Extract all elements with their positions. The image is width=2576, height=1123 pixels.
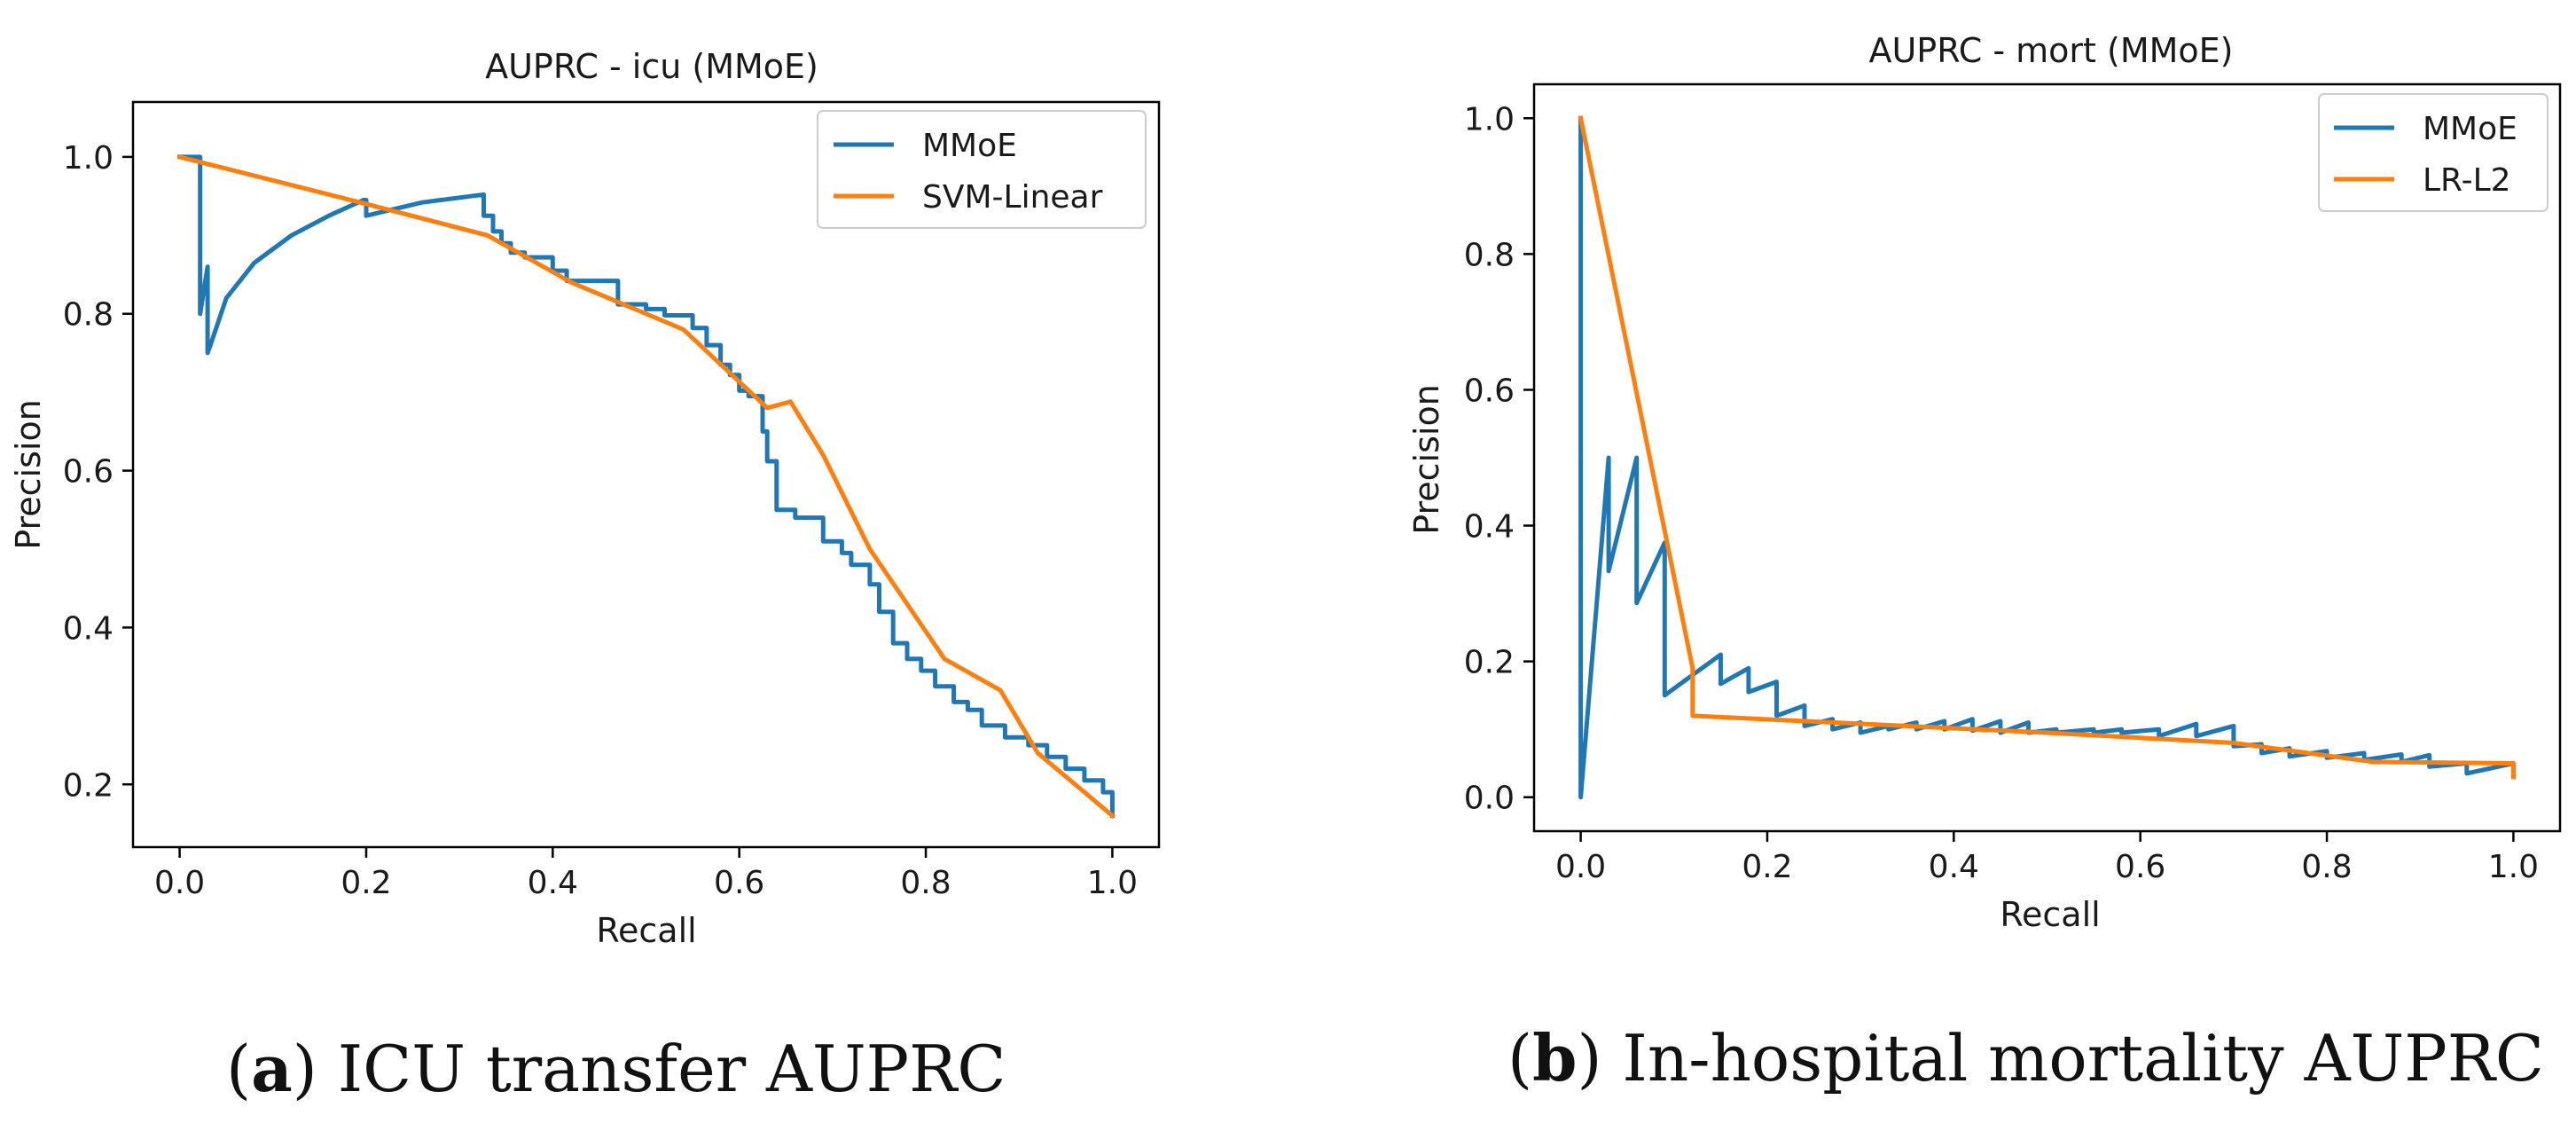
chart-mort-title: AUPRC - mort (MMoE) [1869,31,2234,70]
series-line-lr-l2 [1578,115,2516,780]
series-line-mmoe [1578,115,2516,800]
series-line-svm-linear [176,153,1116,820]
chart-mort-legend: MMoE LR-L2 [2318,93,2549,212]
caption-b: (b) In-hospital mortality AUPRC [1507,1020,2544,1096]
legend-label-lr-l2: LR-L2 [2423,162,2511,199]
chart-icu-title: AUPRC - icu (MMoE) [485,47,818,86]
y-tick-label: 1.0 [1464,101,1515,137]
series-line-mmoe [177,154,1115,819]
chart-icu-series-layer [176,153,1116,820]
y-tick-label: 1.0 [63,140,114,177]
chart-icu-legend: MMoE SVM-Linear [817,110,1147,229]
y-tick-label: 0.2 [1464,645,1515,681]
legend-label-mmoe: MMoE [922,128,1017,164]
x-tick-label: 1.0 [1087,865,1138,901]
x-tick-label: 0.4 [1929,849,1979,885]
chart-icu-plot-frame [131,100,1161,849]
x-tick-label: 0.0 [1555,849,1606,885]
x-tick-label: 0.2 [341,865,391,901]
x-tick-label: 0.0 [154,865,205,901]
x-tick-label: 1.0 [2488,849,2539,885]
chart-icu-ylabel: Precision [9,399,48,550]
x-tick-label: 0.6 [714,865,764,901]
x-tick-label: 0.8 [900,865,951,901]
chart-mort-series-layer [1578,115,2516,800]
chart-icu: AUPRC - icu (MMoE) 0.0 0.2 0.4 0.6 0.8 1.0 0.2… [9,47,1161,950]
x-tick-label: 0.2 [1742,849,1792,885]
legend-label-svm-linear: SVM-Linear [922,179,1103,216]
caption-b-letter: b [1532,1020,1578,1096]
legend-label-mmoe: MMoE [2423,111,2517,147]
y-tick-label: 0.2 [63,767,114,804]
chart-mort-plot-frame [1532,82,2562,833]
y-tick-label: 0.8 [63,297,114,334]
caption-b-text: In-hospital mortality AUPRC [1622,1021,2544,1096]
y-tick-label: 0.6 [63,454,114,491]
legend-frame [817,110,1147,229]
y-tick-label: 0.6 [1464,373,1515,409]
y-tick-label: 0.8 [1464,237,1515,273]
y-tick-label: 0.4 [1464,509,1515,546]
y-tick-label: 0.4 [63,610,114,647]
chart-mort-ticks: 0.0 0.2 0.4 0.6 0.8 1.0 0.0 0.2 0.4 0.6 0.8 1.0 [1464,101,2539,885]
chart-mort-xlabel: Recall [2000,895,2100,934]
x-tick-label: 0.6 [2115,849,2165,885]
chart-icu-xlabel: Recall [596,911,696,950]
chart-icu-ticks: 0.0 0.2 0.4 0.6 0.8 1.0 0.2 0.4 0.6 0.8 1.0 [63,140,1138,901]
legend-frame [2318,93,2549,212]
chart-mort-ylabel: Precision [1407,384,1446,535]
caption-a-letter: a [251,1031,293,1106]
chart-mort: AUPRC - mort (MMoE) 0.0 0.2 0.4 0.6 0.8 1.00.… [1407,31,2562,934]
x-tick-label: 0.8 [2301,849,2352,885]
caption-a-text: ICU transfer AUPRC [337,1032,1006,1106]
y-tick-label: 0.0 [1464,781,1515,817]
x-tick-label: 0.4 [528,865,578,901]
caption-a: (a) ICU transfer AUPRC [226,1031,1006,1106]
